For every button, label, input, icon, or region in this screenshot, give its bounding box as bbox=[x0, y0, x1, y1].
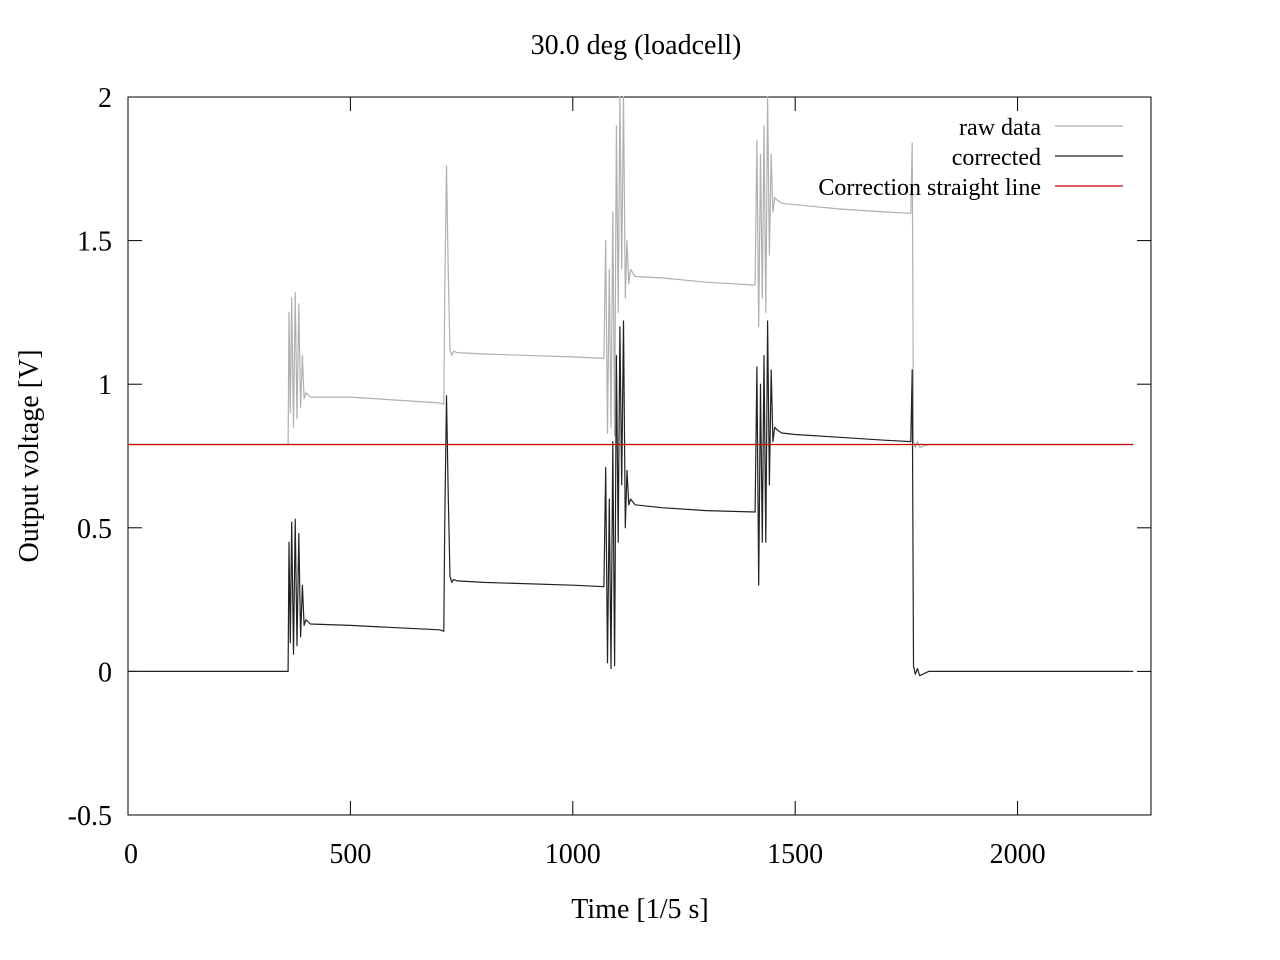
y-tick-label: 1 bbox=[98, 370, 112, 401]
y-tick-label: 1.5 bbox=[77, 227, 112, 258]
legend-corrected-label: corrected bbox=[952, 145, 1041, 171]
plot-frame bbox=[127, 96, 1152, 816]
legend-raw-data-label: raw data bbox=[959, 115, 1041, 141]
y-tick-label: -0.5 bbox=[68, 801, 112, 832]
plot-area: 0 500 1000 1500 2000 -0.5 0 0.5 1 1.5 2 bbox=[68, 83, 1152, 870]
y-tick-label: 2 bbox=[98, 83, 112, 114]
x-tick-label: 1500 bbox=[767, 839, 823, 870]
legend: raw data corrected Correction straight lin… bbox=[818, 115, 1123, 201]
chart-title: 30.0 deg (loadcell) bbox=[531, 30, 742, 61]
x-axis-label: Time [1/5 s] bbox=[571, 894, 708, 925]
y-axis-label: Output voltage [V] bbox=[14, 349, 45, 562]
x-tick-label: 2000 bbox=[990, 839, 1046, 870]
x-tick-label: 0 bbox=[124, 839, 138, 870]
y-tick-label: 0.5 bbox=[77, 514, 112, 545]
x-tick-label: 1000 bbox=[545, 839, 601, 870]
y-tick-label: 0 bbox=[98, 657, 112, 688]
series-corrected bbox=[128, 320, 1134, 677]
legend-correction-line-label: Correction straight line bbox=[818, 175, 1041, 201]
series-raw-data bbox=[128, 96, 1134, 448]
x-tick-label: 500 bbox=[329, 839, 371, 870]
